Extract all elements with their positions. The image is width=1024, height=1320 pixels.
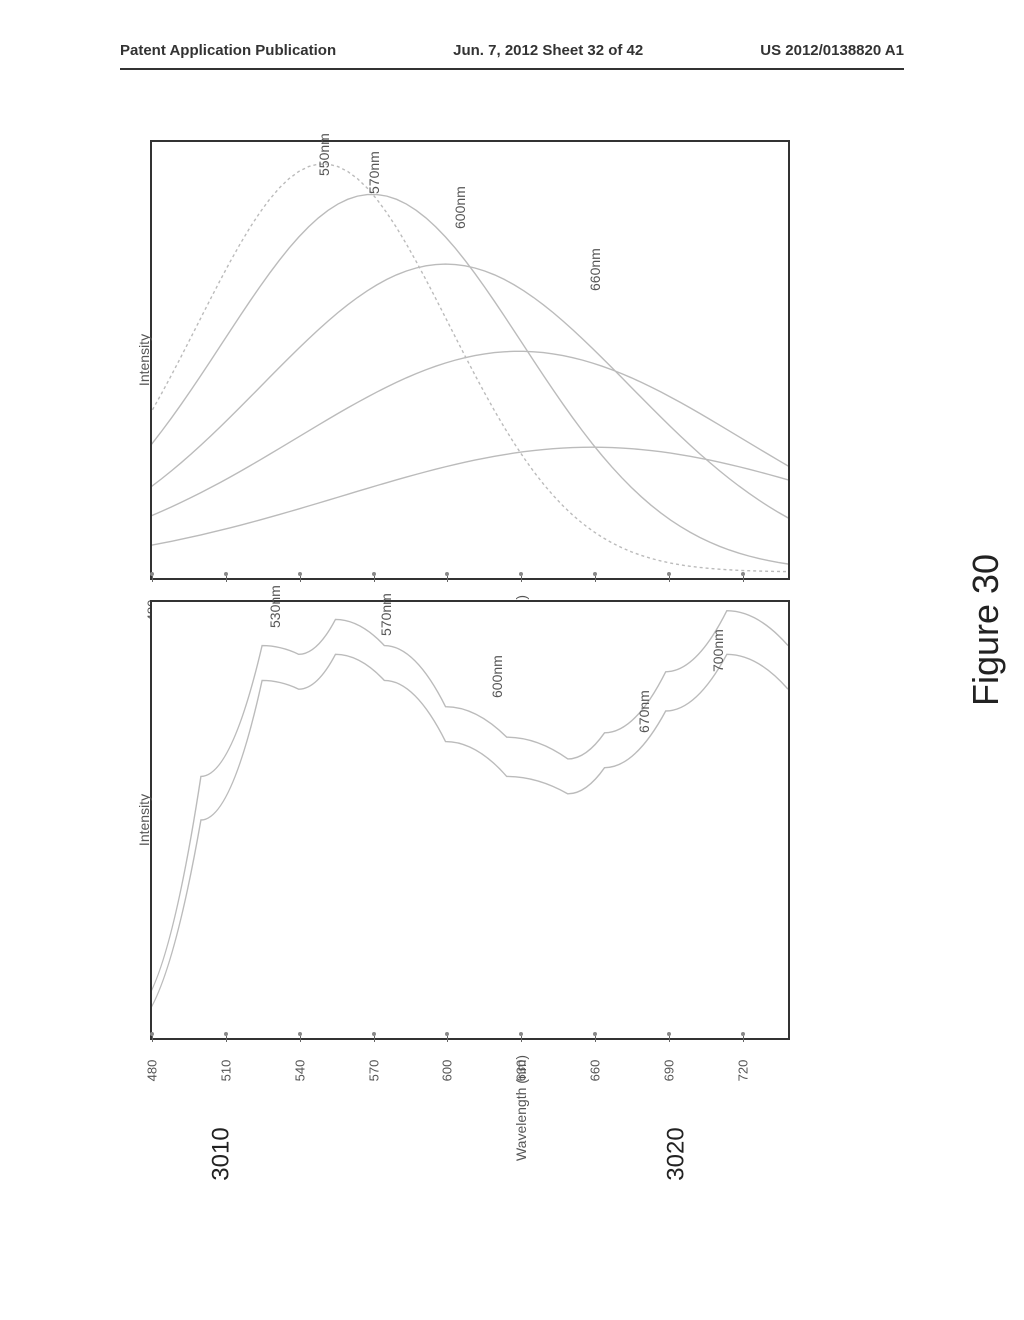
xaxis-label-3020: Wavelength (nm) [513, 1055, 529, 1161]
xtick-label: 600 [440, 1060, 455, 1082]
xtick-label: 660 [588, 1060, 603, 1082]
xtick-label: 480 [145, 1060, 160, 1082]
header-left: Patent Application Publication [120, 42, 336, 59]
chart-panel-3010: Intensity Wavelength (nm) 48051054057060… [150, 140, 790, 580]
xtick-label: 570 [366, 1060, 381, 1082]
figure-caption: Figure 30 [965, 554, 1007, 706]
xtick-label: 690 [661, 1060, 676, 1082]
header-divider [120, 68, 904, 70]
chart-panel-3020: Intensity Wavelength (nm) 48051054057060… [150, 600, 790, 1040]
yaxis-label-3020: Intensity [136, 794, 152, 846]
yaxis-label-3010: Intensity [136, 334, 152, 386]
patent-page-header: Patent Application Publication Jun. 7, 2… [0, 42, 1024, 59]
ref-number-3020: 3020 [663, 1127, 691, 1180]
figure-30-container: Intensity Wavelength (nm) 48051054057060… [150, 140, 850, 1120]
chart-curves-3010 [152, 142, 788, 578]
ref-number-3010: 3010 [208, 1127, 236, 1180]
chart-curves-3020 [152, 602, 788, 1038]
header-right: US 2012/0138820 A1 [760, 42, 904, 59]
xtick-label: 720 [735, 1060, 750, 1082]
xtick-label: 540 [292, 1060, 307, 1082]
xtick-label: 510 [218, 1060, 233, 1082]
header-center: Jun. 7, 2012 Sheet 32 of 42 [453, 42, 643, 59]
